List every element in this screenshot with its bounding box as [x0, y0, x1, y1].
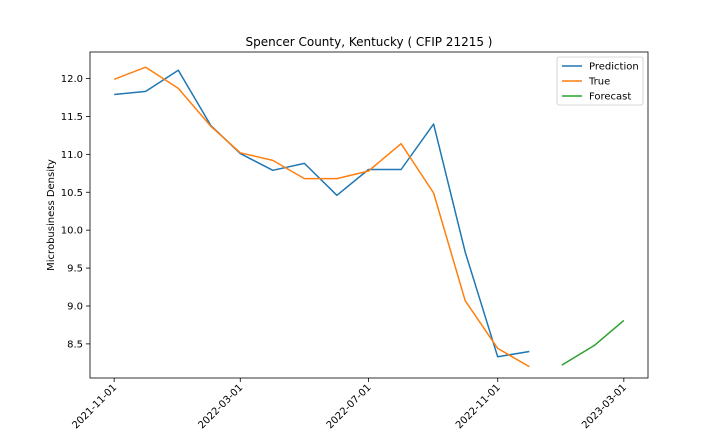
y-tick-label: 9.0	[67, 301, 83, 312]
series-line-forecast	[561, 319, 625, 366]
x-tick-label: 2022-07-01	[325, 382, 374, 431]
legend-box	[556, 56, 644, 106]
y-axis-ticks: 8.5 9.0 9.5 10.0 10.5 11.0 11.5 12.0	[61, 74, 90, 350]
x-tick-label: 2022-03-01	[197, 382, 246, 431]
series-line-true	[113, 66, 530, 368]
y-tick-label: 11.0	[61, 150, 83, 161]
y-tick-label: 8.5	[67, 339, 83, 350]
y-tick-label: 11.5	[61, 112, 83, 123]
legend-entry: Prediction	[589, 62, 639, 73]
y-tick-label: 12.0	[61, 74, 83, 85]
x-tick-label: 2023-03-01	[580, 382, 629, 431]
x-tick-label: 2021-11-01	[70, 382, 119, 431]
x-tick-label: 2022-11-01	[454, 382, 503, 431]
y-axis-label: Microbusiness Density	[46, 159, 57, 271]
legend-entry: Forecast	[589, 92, 631, 103]
y-tick-label: 10.5	[61, 188, 83, 199]
legend-entry: True	[588, 77, 610, 88]
chart-title: Spencer County, Kentucky ( CFIP 21215 )	[246, 35, 493, 49]
y-tick-label: 10.0	[61, 226, 83, 237]
plot-area	[89, 51, 649, 379]
series-line-prediction	[114, 69, 530, 358]
plot-frame	[89, 51, 649, 379]
y-tick-label: 9.5	[67, 264, 83, 275]
series-lines	[113, 66, 625, 368]
x-axis-ticks: 2021-11-01 2022-03-01 2022-07-01 2022-11-01…	[70, 378, 629, 431]
legend: Prediction True Forecast	[556, 56, 644, 106]
